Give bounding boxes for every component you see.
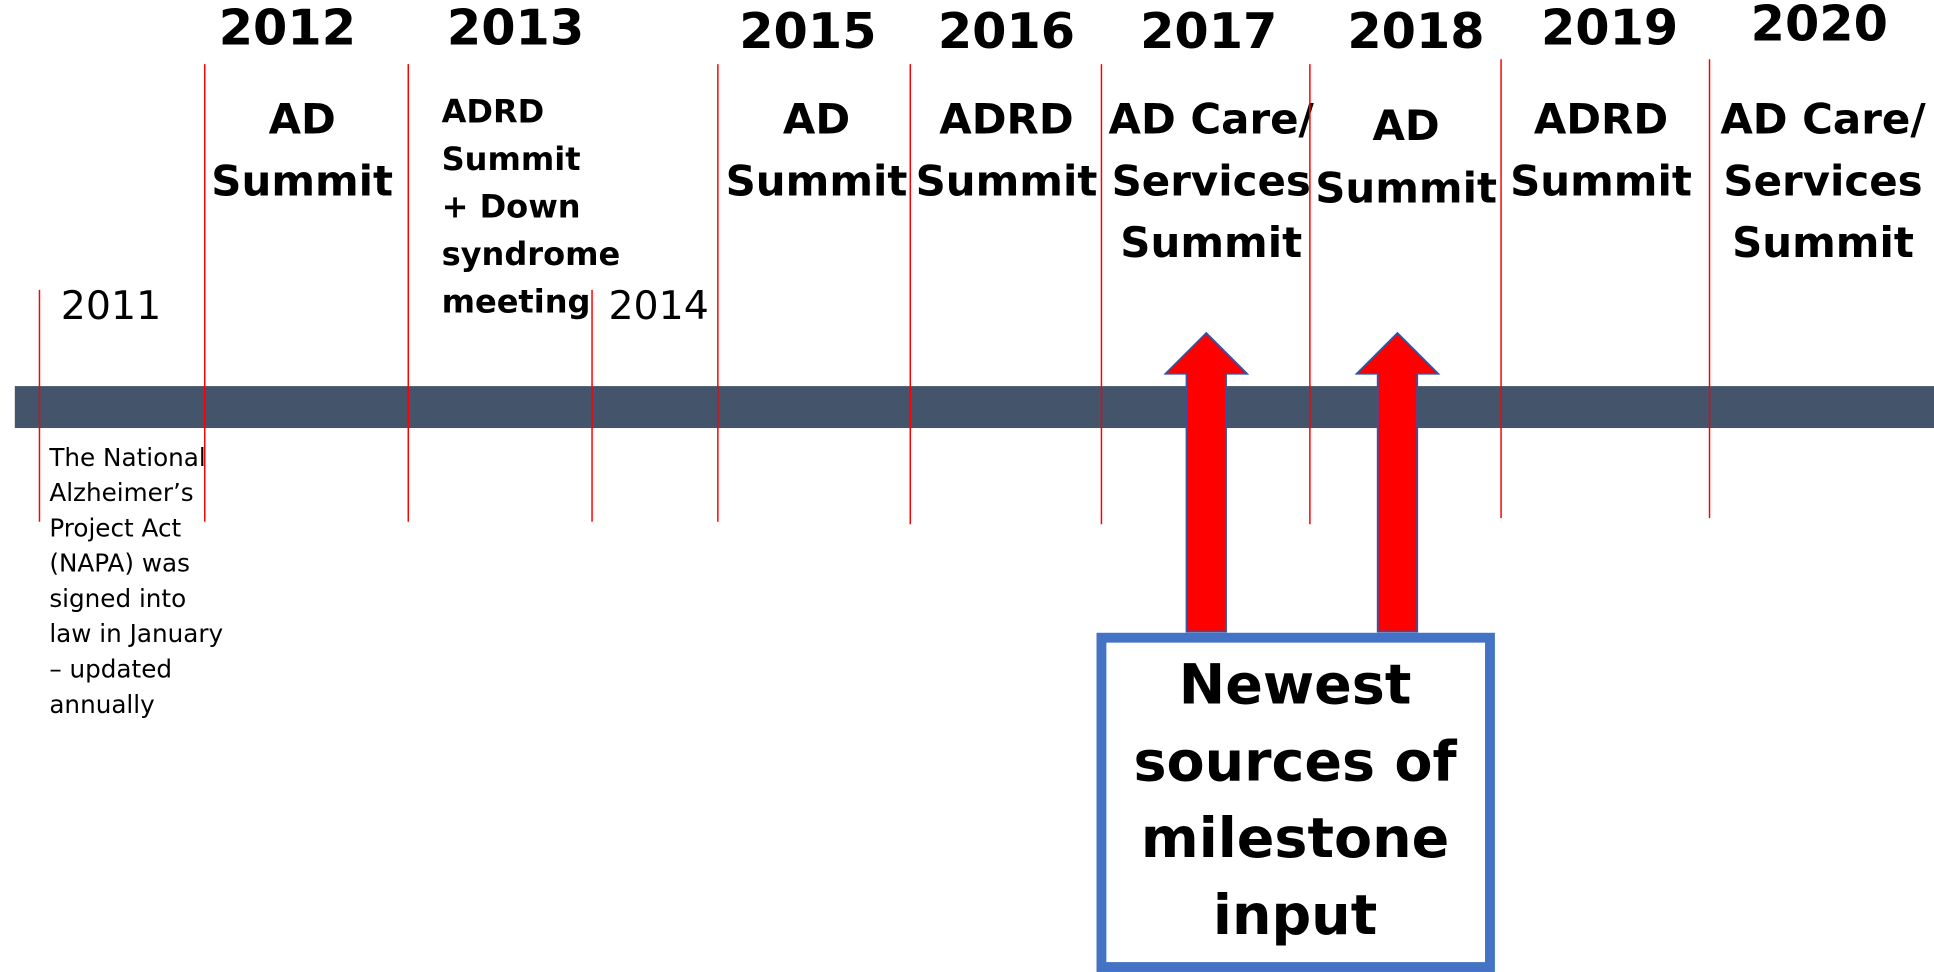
callout-text: milestone — [1141, 806, 1449, 871]
year: 2016 — [938, 2, 1075, 60]
event-label: Summit — [1120, 218, 1302, 267]
event-label: meeting — [442, 282, 591, 320]
event-label: ADRD — [442, 93, 545, 131]
event-label: AD Care/ — [1720, 95, 1926, 144]
year: 2011 — [61, 283, 161, 329]
event-note: – updated — [49, 655, 172, 684]
event-label: ADRD — [939, 95, 1073, 144]
event-label: ADRD — [1534, 95, 1668, 144]
event-label: AD Care/ — [1109, 95, 1315, 144]
arrow — [1163, 331, 1250, 633]
event-note: signed into — [49, 584, 186, 613]
year: 2020 — [1751, 0, 1888, 53]
timeline-bar — [14, 386, 1934, 429]
callout-text: sources of — [1133, 729, 1457, 794]
event-note: annually — [49, 690, 154, 719]
event-label: Summit — [916, 156, 1098, 205]
event-label: Summit — [442, 140, 581, 178]
event-label: Summit — [1510, 156, 1692, 205]
event-label: AD — [269, 95, 336, 144]
event-note: The National — [48, 443, 205, 472]
event-label: Summit — [1315, 164, 1497, 213]
event-label: Services — [1112, 156, 1311, 205]
event-label: syndrome — [442, 235, 621, 273]
year: 2017 — [1140, 2, 1277, 60]
year: 2019 — [1541, 0, 1678, 56]
event-label: AD — [783, 95, 850, 144]
event-label: Services — [1723, 156, 1922, 205]
event-note: Alzheimer’s — [49, 478, 193, 507]
year: 2015 — [739, 2, 876, 60]
year: 2014 — [608, 283, 708, 329]
callout-text: Newest — [1179, 652, 1412, 717]
event-label: Summit — [726, 156, 908, 205]
year: 2013 — [447, 0, 584, 56]
event-label: Summit — [1732, 218, 1914, 267]
event-note: law in January — [49, 619, 223, 648]
event-note: Project Act — [49, 513, 181, 542]
callout-text: input — [1213, 883, 1377, 948]
event-label: AD — [1372, 101, 1439, 150]
year: 2012 — [219, 0, 356, 56]
callout-box — [1096, 632, 1495, 972]
arrow — [1354, 331, 1441, 633]
year: 2018 — [1347, 2, 1484, 60]
event-label: + Down — [442, 187, 581, 225]
event-note: (NAPA) was — [49, 549, 190, 578]
event-label: Summit — [211, 156, 393, 205]
